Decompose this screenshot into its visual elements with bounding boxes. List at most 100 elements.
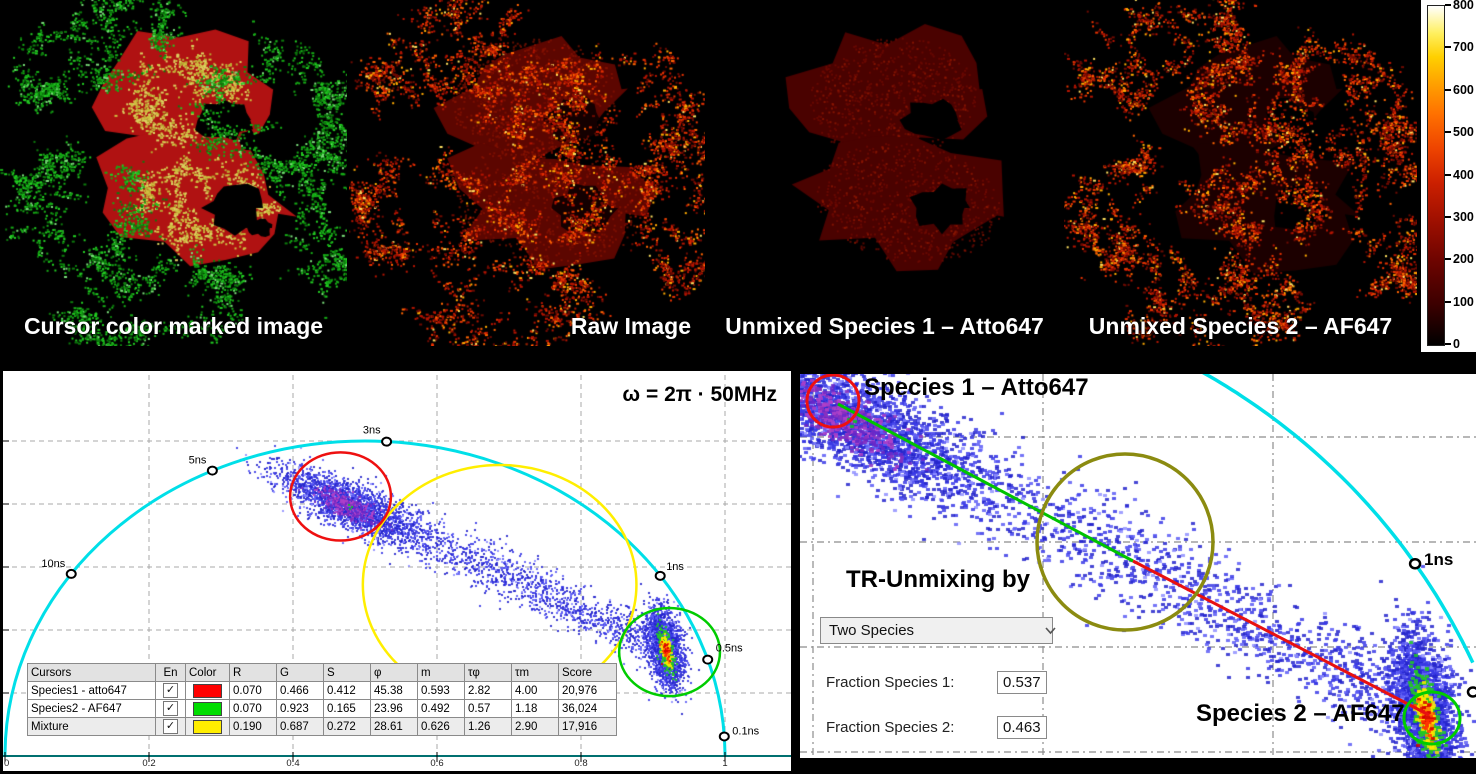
value-tau-m: 1.18 bbox=[511, 699, 559, 718]
colorbar-gradient bbox=[1427, 5, 1445, 346]
colorbar-tick bbox=[1445, 258, 1451, 261]
fraction2-field[interactable]: 0.463 bbox=[997, 716, 1047, 739]
unmixed-species2-canvas bbox=[1064, 0, 1417, 346]
lifetime-marker-1ns bbox=[1408, 558, 1422, 570]
colorbar-tick-label: 200 bbox=[1453, 252, 1474, 267]
lifetime-marker bbox=[718, 731, 730, 742]
cursor-row-mixture[interactable]: Mixture ✓ 0.190 0.687 0.272 28.61 0.626 … bbox=[27, 717, 617, 736]
value-s: 0.165 bbox=[323, 699, 371, 718]
zoom-scatter-canvas bbox=[800, 374, 1476, 758]
cursor-row-species1[interactable]: Species1 - atto647 ✓ 0.070 0.466 0.412 4… bbox=[27, 681, 617, 700]
unmixing-title: TR-Unmixing by bbox=[846, 566, 1030, 593]
cursor-row-species2[interactable]: Species2 - AF647 ✓ 0.070 0.923 0.165 23.… bbox=[27, 699, 617, 718]
caption-cursor-marked: Cursor color marked image bbox=[23, 313, 324, 339]
cursor-color-swatch[interactable] bbox=[193, 683, 222, 698]
raw-image-canvas bbox=[349, 0, 705, 346]
cursor-name: Species1 - atto647 bbox=[27, 681, 156, 700]
value-g: 0.466 bbox=[276, 681, 324, 700]
x-axis-tick-label: 0.4 bbox=[286, 758, 300, 769]
lifetime-1ns-label: 1ns bbox=[1424, 550, 1454, 569]
lifetime-marker bbox=[702, 654, 714, 665]
value-m: 0.492 bbox=[417, 699, 465, 718]
enable-checkbox[interactable]: ✓ bbox=[163, 719, 178, 734]
cursor-circle-species2[interactable] bbox=[617, 606, 722, 698]
enable-checkbox[interactable]: ✓ bbox=[163, 683, 178, 698]
species2-annotation: Species 2 – AF647 bbox=[1196, 700, 1405, 727]
value-phi: 23.96 bbox=[370, 699, 418, 718]
colorbar-tick-label: 600 bbox=[1453, 82, 1474, 97]
species1-mixing-line bbox=[837, 402, 1134, 563]
colorbar-tick bbox=[1445, 173, 1451, 176]
fraction1-field[interactable]: 0.537 bbox=[997, 671, 1047, 694]
value-phi: 28.61 bbox=[370, 717, 418, 736]
x-axis-tick-label: 1 bbox=[722, 758, 728, 769]
col-s: S bbox=[323, 663, 371, 682]
fraction2-label: Fraction Species 2: bbox=[826, 719, 955, 736]
image-unmixed-species1: Unmixed Species 1 – Atto647 bbox=[707, 0, 1062, 346]
lifetime-marker bbox=[65, 568, 77, 579]
colorbar-tick bbox=[1445, 131, 1451, 134]
colorbar-tick-label: 300 bbox=[1453, 209, 1474, 224]
cursor-color-swatch[interactable] bbox=[193, 701, 222, 716]
fraction1-label: Fraction Species 1: bbox=[826, 674, 955, 691]
lifetime-marker-label: 0.1ns bbox=[732, 725, 759, 737]
zoom-overlay bbox=[805, 374, 1476, 746]
cursor-color-swatch[interactable] bbox=[193, 719, 222, 734]
col-color: Color bbox=[185, 663, 230, 682]
col-tau-m: τm bbox=[511, 663, 559, 682]
x-axis-tick-label: 0.6 bbox=[430, 758, 444, 769]
image-unmixed-species2: Unmixed Species 2 – AF647 bbox=[1064, 0, 1417, 346]
colorbar-tick bbox=[1445, 343, 1451, 345]
value-r: 0.070 bbox=[229, 699, 277, 718]
col-r: R bbox=[229, 663, 277, 682]
lifetime-marker-label: 5ns bbox=[189, 455, 207, 467]
image-raw: Raw Image bbox=[349, 0, 705, 346]
colorbar-tick bbox=[1445, 88, 1451, 91]
species2-cursor-circle[interactable] bbox=[1402, 690, 1462, 746]
species2-mixing-line bbox=[1132, 559, 1430, 717]
cursor-circle-species1[interactable] bbox=[288, 451, 393, 542]
mixture-cursor-circle[interactable] bbox=[1035, 452, 1215, 632]
species1-cursor-circle[interactable] bbox=[805, 374, 861, 429]
lifetime-marker-clipped bbox=[1466, 686, 1476, 698]
value-score: 20,976 bbox=[558, 681, 617, 700]
cursor-name: Species2 - AF647 bbox=[27, 699, 156, 718]
colorbar-tick-label: 400 bbox=[1453, 167, 1474, 182]
enable-checkbox[interactable]: ✓ bbox=[163, 701, 178, 716]
x-axis-tick-label: 0 bbox=[4, 758, 10, 769]
value-score: 36,024 bbox=[558, 699, 617, 718]
value-tau-phi: 0.57 bbox=[464, 699, 512, 718]
species-mode-dropdown[interactable]: Two Species bbox=[820, 617, 1056, 644]
colorbar-tick-label: 500 bbox=[1453, 125, 1474, 140]
caption-unmixed-species2: Unmixed Species 2 – AF647 bbox=[1088, 313, 1393, 339]
lifetime-marker bbox=[206, 465, 218, 476]
unmixing-zoom-panel: Species 1 – Atto647 Species 2 – AF647 1n… bbox=[800, 374, 1476, 758]
x-axis-tick-label: 0.2 bbox=[142, 758, 156, 769]
colorbar-tick-label: 700 bbox=[1453, 40, 1474, 55]
value-r: 0.070 bbox=[229, 681, 277, 700]
species-mode-value: Two Species bbox=[829, 622, 915, 639]
value-tau-phi: 2.82 bbox=[464, 681, 512, 700]
unmixed-species1-canvas bbox=[707, 0, 1062, 346]
phasor-overlay: 10ns 5ns 3ns 1ns 0.5ns 0.1ns bbox=[3, 425, 791, 762]
caption-raw-image: Raw Image bbox=[570, 313, 691, 339]
cursors-table: Cursors En Color R G S φ m τφ τm Score S… bbox=[27, 663, 617, 736]
modulation-frequency-label: ω = 2π · 50MHz bbox=[622, 383, 777, 406]
value-phi: 45.38 bbox=[370, 681, 418, 700]
universal-circle bbox=[3, 439, 727, 757]
x-axis-tick-label: 0.8 bbox=[574, 758, 588, 769]
value-s: 0.412 bbox=[323, 681, 371, 700]
col-phi: φ bbox=[370, 663, 418, 682]
value-m: 0.593 bbox=[417, 681, 465, 700]
col-tau-phi: τφ bbox=[464, 663, 512, 682]
lifetime-marker-label: 0.5ns bbox=[716, 643, 743, 655]
cursor-marked-image-canvas bbox=[0, 0, 347, 346]
colorbar-tick-label: 100 bbox=[1453, 294, 1474, 309]
col-cursors: Cursors bbox=[27, 663, 156, 682]
col-en: En bbox=[155, 663, 186, 682]
colorbar-tick-label: 0 bbox=[1453, 337, 1460, 351]
lifetime-marker bbox=[381, 436, 393, 447]
phasor-plot-panel: 10ns 5ns 3ns 1ns 0.5ns 0.1ns ω = 2π · 50MHz 0… bbox=[0, 368, 794, 774]
caption-unmixed-species1: Unmixed Species 1 – Atto647 bbox=[725, 313, 1044, 339]
colorbar-tick bbox=[1445, 300, 1451, 303]
